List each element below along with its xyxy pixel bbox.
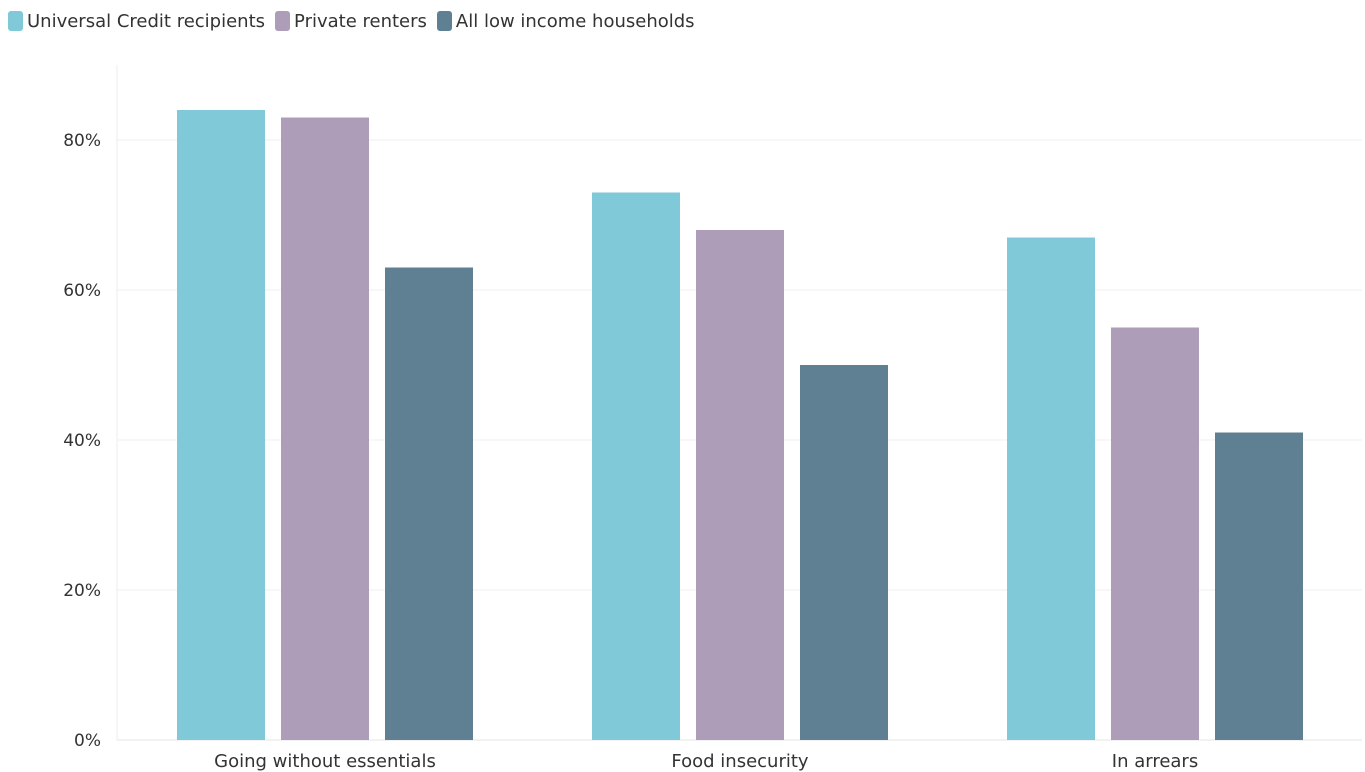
legend-item-universal-credit[interactable]: Universal Credit recipients [8, 11, 265, 32]
bar-food-insecurity-private-renters [696, 230, 784, 740]
legend-swatch-universal-credit [8, 11, 23, 31]
legend-label-universal-credit: Universal Credit recipients [27, 10, 266, 32]
legend: Universal Credit recipients Private rent… [8, 8, 695, 34]
legend-label-all-low-income: All low income households [455, 10, 695, 32]
x-tick-label-going-without-essentials: Going without essentials [214, 751, 436, 772]
legend-item-private-renters[interactable]: Private renters [275, 11, 427, 32]
bar-going-without-essentials-private-renters [281, 117, 369, 740]
bar-food-insecurity-all-low-income [800, 365, 888, 740]
legend-item-all-low-income[interactable]: All low income households [436, 10, 695, 32]
legend-swatch-private-renters [275, 11, 291, 31]
bar-in-arrears-all-low-income [1215, 432, 1303, 740]
bar-food-insecurity-universal-credit [592, 192, 680, 740]
y-tick-label-20pct: 20% [63, 581, 101, 601]
bar-going-without-essentials-universal-credit [177, 110, 265, 740]
y-tick-label-0pct: 0% [74, 731, 101, 751]
x-tick-label-in-arrears: In arrears [1112, 751, 1198, 772]
x-tick-label-food-insecurity: Food insecurity [671, 751, 809, 772]
bar-in-arrears-private-renters [1111, 327, 1199, 740]
y-tick-label-40pct: 40% [63, 431, 101, 451]
y-tick-label-60pct: 60% [63, 281, 101, 301]
bar-going-without-essentials-all-low-income [385, 267, 473, 740]
y-tick-label-80pct: 80% [63, 131, 101, 151]
bar-in-arrears-universal-credit [1007, 237, 1095, 740]
legend-label-private-renters: Private renters [294, 10, 427, 32]
legend-swatch-all-low-income [436, 11, 452, 31]
